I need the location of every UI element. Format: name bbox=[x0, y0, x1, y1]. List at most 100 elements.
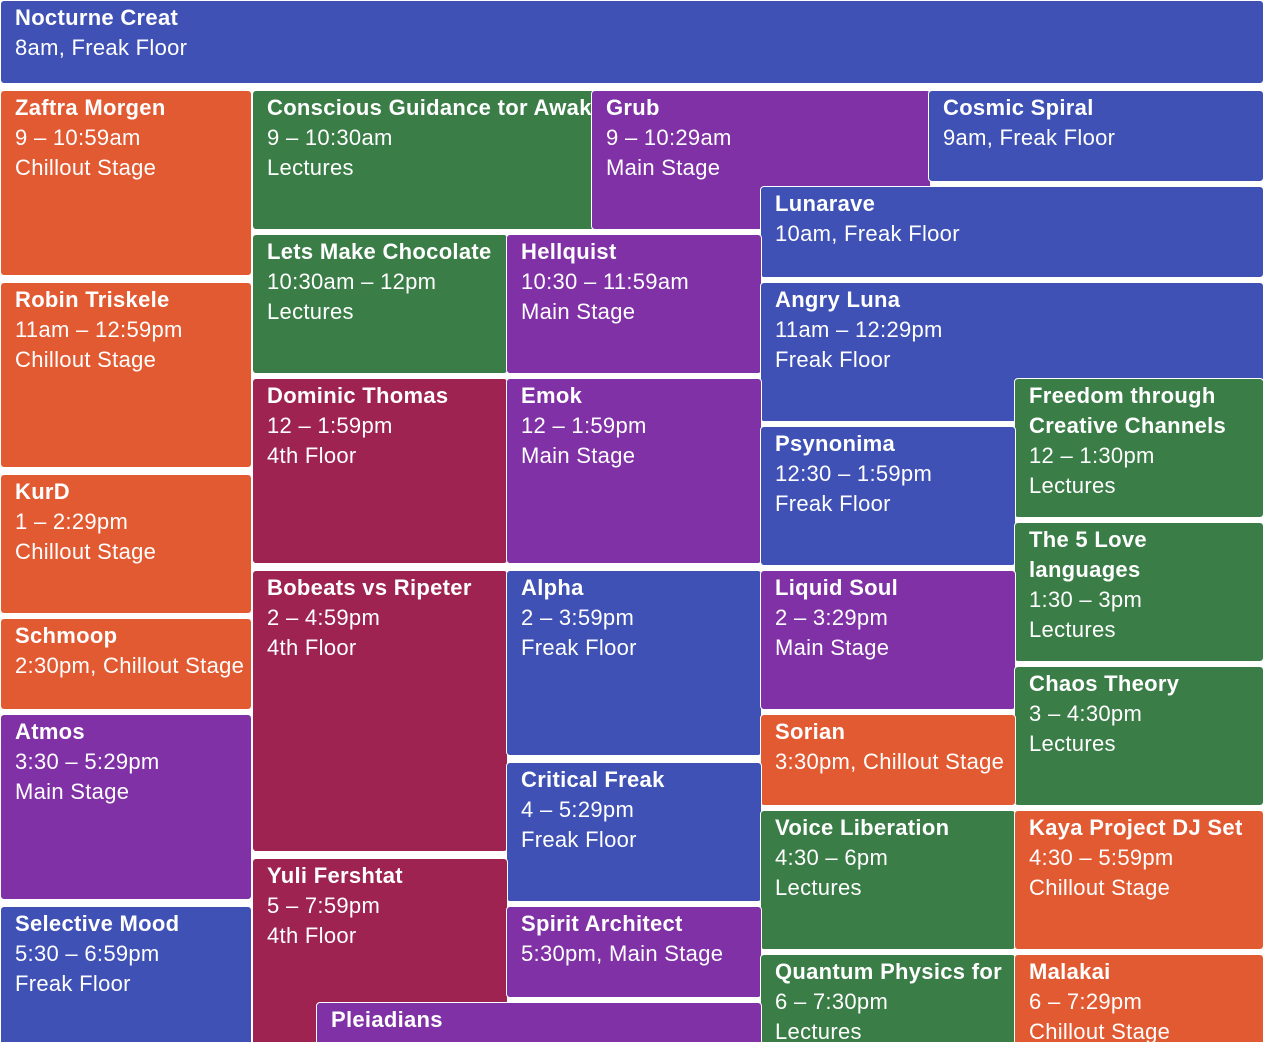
event-venue: 4th Floor bbox=[267, 443, 357, 468]
event-nocturne-creat[interactable]: Nocturne Creat 8am, Freak Floor bbox=[0, 0, 1264, 84]
event-title: Malakai bbox=[1029, 959, 1111, 984]
event-title: Emok bbox=[521, 383, 583, 408]
event-lets-make-chocolate[interactable]: Lets Make Chocolate 10:30am – 12pm Lectu… bbox=[252, 234, 508, 374]
event-time: 12 – 1:30pm bbox=[1029, 443, 1155, 468]
event-time: 6 – 7:29pm bbox=[1029, 989, 1143, 1014]
event-time: 11am – 12:59pm bbox=[15, 317, 183, 342]
event-voice-liberation[interactable]: Voice Liberation 4:30 – 6pm Lectures bbox=[760, 810, 1016, 950]
event-time: 4 – 5:29pm bbox=[521, 797, 635, 822]
event-time: 12 – 1:59pm bbox=[267, 413, 393, 438]
event-time: 12 – 1:59pm bbox=[521, 413, 647, 438]
event-title: Angry Luna bbox=[775, 287, 901, 312]
event-venue: Lectures bbox=[775, 875, 862, 900]
event-venue: Lectures bbox=[267, 299, 354, 324]
event-five-love-languages[interactable]: The 5 Love languages 1:30 – 3pm Lectures bbox=[1014, 522, 1264, 662]
event-zaftra-morgen[interactable]: Zaftra Morgen 9 – 10:59am Chillout Stage bbox=[0, 90, 252, 276]
event-kaya-project-dj-set[interactable]: Kaya Project DJ Set 4:30 – 5:59pm Chillo… bbox=[1014, 810, 1264, 950]
event-time: 5 – 7:59pm bbox=[267, 893, 381, 918]
event-title: Psynonima bbox=[775, 431, 896, 456]
event-time: 4:30 – 5:59pm bbox=[1029, 845, 1174, 870]
event-title: Conscious Guidance tor Awak bbox=[267, 95, 592, 120]
event-time: 10:30am – 12pm bbox=[267, 269, 437, 294]
event-title: Zaftra Morgen bbox=[15, 95, 166, 120]
event-title: Pleiadians bbox=[331, 1007, 443, 1032]
event-quantum-physics[interactable]: Quantum Physics for 6 – 7:30pm Lectures bbox=[760, 954, 1016, 1042]
event-title: KurD bbox=[15, 479, 70, 504]
event-time: 1 – 2:29pm bbox=[15, 509, 129, 534]
event-sorian[interactable]: Sorian 3:30pm, Chillout Stage bbox=[760, 714, 1016, 806]
event-venue: Freak Floor bbox=[775, 491, 891, 516]
event-venue: Lectures bbox=[1029, 473, 1116, 498]
event-freedom-through-creative-channels[interactable]: Freedom through Creative Channels 12 – 1… bbox=[1014, 378, 1264, 518]
event-title: Schmoop bbox=[15, 623, 118, 648]
event-time: 10:30 – 11:59am bbox=[521, 269, 689, 294]
event-selective-mood[interactable]: Selective Mood 5:30 – 6:59pm Freak Floor bbox=[0, 906, 252, 1042]
event-bobeats-vs-ripeter[interactable]: Bobeats vs Ripeter 2 – 4:59pm 4th Floor bbox=[252, 570, 508, 852]
event-title: Robin Triskele bbox=[15, 287, 170, 312]
event-venue: Freak Floor bbox=[775, 347, 891, 372]
event-title: Alpha bbox=[521, 575, 584, 600]
event-title: Hellquist bbox=[521, 239, 617, 264]
event-venue: 4th Floor bbox=[267, 635, 357, 660]
event-robin-triskele[interactable]: Robin Triskele 11am – 12:59pm Chillout S… bbox=[0, 282, 252, 468]
event-title: Lets Make Chocolate bbox=[267, 239, 492, 264]
event-title: Freedom through Creative Channels bbox=[1029, 383, 1227, 438]
event-title: Yuli Fershtat bbox=[267, 863, 403, 888]
event-time: 1:30 – 3pm bbox=[1029, 587, 1143, 612]
event-kurd[interactable]: KurD 1 – 2:29pm Chillout Stage bbox=[0, 474, 252, 614]
event-conscious-guidance[interactable]: Conscious Guidance tor Awak 9 – 10:30am … bbox=[252, 90, 596, 230]
event-time: 9 – 10:30am bbox=[267, 125, 393, 150]
event-venue: 4th Floor bbox=[267, 923, 357, 948]
event-title: Cosmic Spiral bbox=[943, 95, 1094, 120]
event-time: 12:30 – 1:59pm bbox=[775, 461, 933, 486]
event-time-venue: 8am, Freak Floor bbox=[15, 35, 188, 60]
event-dominic-thomas[interactable]: Dominic Thomas 12 – 1:59pm 4th Floor bbox=[252, 378, 508, 564]
event-venue: Lectures bbox=[267, 155, 354, 180]
event-lunarave[interactable]: Lunarave 10am, Freak Floor bbox=[760, 186, 1264, 278]
event-title: Nocturne Creat bbox=[15, 5, 179, 30]
event-title: Dominic Thomas bbox=[267, 383, 449, 408]
event-time: 11am – 12:29pm bbox=[775, 317, 943, 342]
event-hellquist[interactable]: Hellquist 10:30 – 11:59am Main Stage bbox=[506, 234, 762, 374]
event-atmos[interactable]: Atmos 3:30 – 5:29pm Main Stage bbox=[0, 714, 252, 900]
event-liquid-soul[interactable]: Liquid Soul 2 – 3:29pm Main Stage bbox=[760, 570, 1016, 710]
event-cosmic-spiral[interactable]: Cosmic Spiral 9am, Freak Floor bbox=[928, 90, 1264, 182]
event-time-venue: 2:30pm, Chillout Stage bbox=[15, 653, 245, 678]
event-time: 3 – 4:30pm bbox=[1029, 701, 1143, 726]
event-title: Kaya Project DJ Set bbox=[1029, 815, 1243, 840]
event-time-venue: 10am, Freak Floor bbox=[775, 221, 960, 246]
event-time: 9 – 10:29am bbox=[606, 125, 732, 150]
event-venue: Main Stage bbox=[775, 635, 890, 660]
event-venue: Freak Floor bbox=[521, 635, 637, 660]
event-critical-freak[interactable]: Critical Freak 4 – 5:29pm Freak Floor bbox=[506, 762, 762, 902]
event-time: 2 – 3:29pm bbox=[775, 605, 889, 630]
event-title: Voice Liberation bbox=[775, 815, 950, 840]
event-chaos-theory[interactable]: Chaos Theory 3 – 4:30pm Lectures bbox=[1014, 666, 1264, 806]
event-title: The 5 Love languages bbox=[1029, 527, 1147, 582]
event-title: Liquid Soul bbox=[775, 575, 899, 600]
event-schmoop[interactable]: Schmoop 2:30pm, Chillout Stage bbox=[0, 618, 252, 710]
event-venue: Lectures bbox=[1029, 617, 1116, 642]
event-pleiadians[interactable]: Pleiadians bbox=[316, 1002, 762, 1042]
event-spirit-architect[interactable]: Spirit Architect 5:30pm, Main Stage bbox=[506, 906, 762, 998]
event-venue: Chillout Stage bbox=[15, 539, 157, 564]
event-time: 2 – 4:59pm bbox=[267, 605, 381, 630]
event-venue: Chillout Stage bbox=[1029, 1019, 1171, 1042]
event-malakai[interactable]: Malakai 6 – 7:29pm Chillout Stage bbox=[1014, 954, 1264, 1042]
event-title: Atmos bbox=[15, 719, 85, 744]
event-time: 3:30 – 5:29pm bbox=[15, 749, 160, 774]
event-title: Lunarave bbox=[775, 191, 876, 216]
event-title: Critical Freak bbox=[521, 767, 665, 792]
event-venue: Freak Floor bbox=[15, 971, 131, 996]
event-alpha[interactable]: Alpha 2 – 3:59pm Freak Floor bbox=[506, 570, 762, 756]
event-time: 6 – 7:30pm bbox=[775, 989, 889, 1014]
event-venue: Main Stage bbox=[606, 155, 721, 180]
event-venue: Chillout Stage bbox=[15, 155, 157, 180]
event-psynonima[interactable]: Psynonima 12:30 – 1:59pm Freak Floor bbox=[760, 426, 1016, 566]
event-venue: Main Stage bbox=[521, 443, 636, 468]
event-time: 4:30 – 6pm bbox=[775, 845, 889, 870]
event-title: Chaos Theory bbox=[1029, 671, 1180, 696]
event-venue: Chillout Stage bbox=[15, 347, 157, 372]
event-emok[interactable]: Emok 12 – 1:59pm Main Stage bbox=[506, 378, 762, 564]
